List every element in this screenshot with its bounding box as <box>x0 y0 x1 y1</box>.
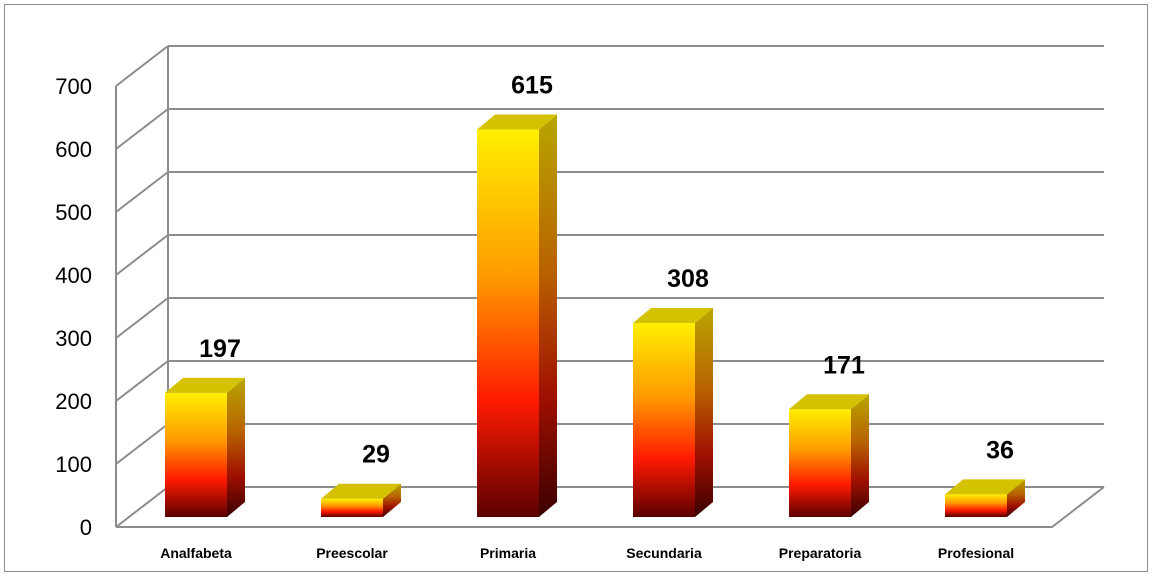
grid-connector <box>115 108 169 150</box>
grid-connector <box>115 423 169 465</box>
bar-profesional <box>945 479 1025 517</box>
bar-side <box>695 307 713 517</box>
data-label: 29 <box>362 441 390 469</box>
bar-top <box>789 394 869 410</box>
y-tick-label: 400 <box>55 263 92 288</box>
bar-top <box>945 479 1025 495</box>
x-axis-categories: Analfabeta Preescolar Primaria Secundaria Pr… <box>160 545 1014 561</box>
data-label: 197 <box>199 335 241 363</box>
bar-top <box>321 483 401 499</box>
bar-front <box>477 129 539 518</box>
x-category-label: Analfabeta <box>160 545 232 561</box>
bar-top <box>165 377 245 393</box>
bar-side <box>227 377 245 517</box>
x-category-label: Primaria <box>480 545 536 561</box>
bar-side <box>851 394 869 517</box>
bar-preescolar <box>321 483 401 517</box>
bar-primaria <box>477 114 557 518</box>
bar-secundaria <box>633 307 713 517</box>
y-axis-ticks: 0 100 200 300 400 500 600 700 <box>55 74 92 540</box>
data-label: 615 <box>511 72 553 100</box>
bar-front <box>321 498 383 517</box>
bar-front <box>789 409 851 517</box>
x-category-label: Secundaria <box>626 545 702 561</box>
y-tick-label: 700 <box>55 74 92 99</box>
bar-analfabeta <box>165 377 245 517</box>
grid-connector <box>115 234 169 276</box>
x-category-label: Profesional <box>938 545 1014 561</box>
y-tick-label: 600 <box>55 137 92 162</box>
y-tick-label: 0 <box>80 515 92 540</box>
x-category-label: Preparatoria <box>779 545 862 561</box>
data-label: 171 <box>823 351 865 379</box>
y-tick-label: 100 <box>55 452 92 477</box>
grid-connector <box>115 360 169 402</box>
y-tick-label: 500 <box>55 200 92 225</box>
grid-connector <box>115 45 169 87</box>
bar-side <box>383 483 401 517</box>
data-labels: 197 29 615 308 171 36 <box>199 72 1014 469</box>
bar-front <box>165 392 227 517</box>
grid-connector <box>115 171 169 213</box>
x-category-label: Preescolar <box>316 545 388 561</box>
bar-side <box>539 114 557 518</box>
y-tick-label: 300 <box>55 326 92 351</box>
grid-layer <box>115 45 1105 528</box>
data-label: 36 <box>986 436 1014 464</box>
bar-front <box>945 494 1007 517</box>
bar-side <box>1007 479 1025 517</box>
y-tick-label: 200 <box>55 389 92 414</box>
grid-connector <box>115 486 169 528</box>
bar-top <box>477 114 557 130</box>
floor-line <box>116 486 1105 528</box>
data-label: 308 <box>667 265 709 293</box>
bar-top <box>633 307 713 323</box>
bars <box>165 114 1025 518</box>
bar-front <box>633 322 695 517</box>
grid-connector <box>115 297 169 339</box>
bar-preparatoria <box>789 394 869 517</box>
